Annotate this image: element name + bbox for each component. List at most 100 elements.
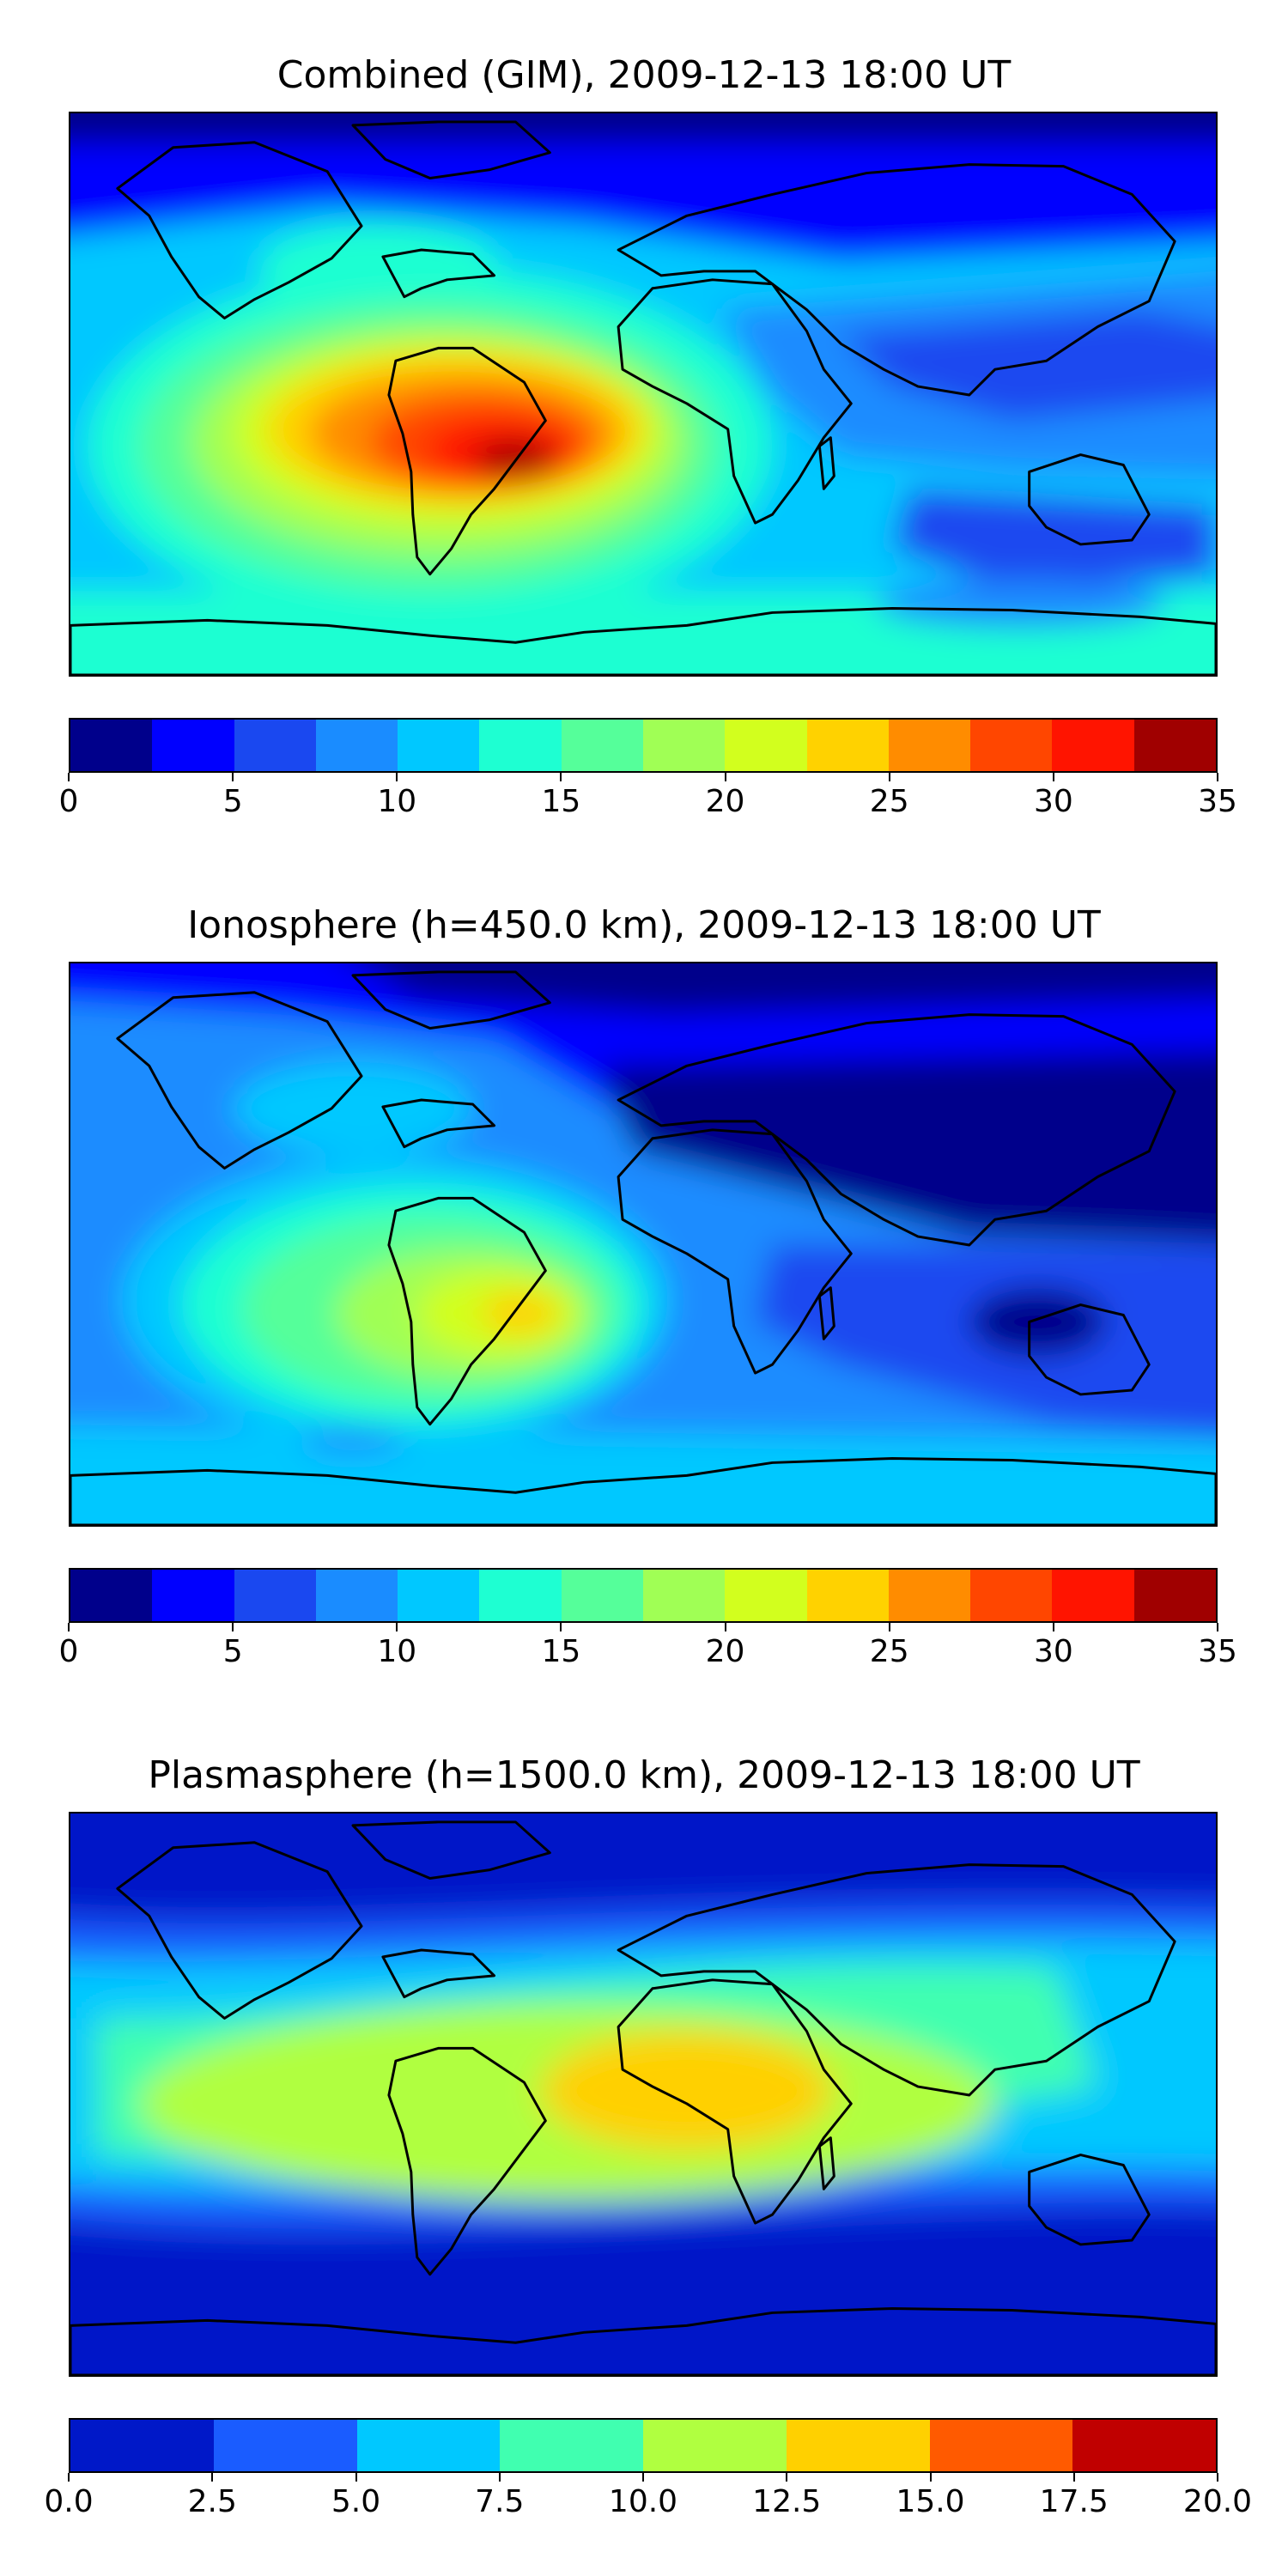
colorbar-bin	[70, 720, 153, 771]
colorbar-tick-mark	[68, 773, 70, 781]
colorbar-bin	[315, 1570, 398, 1621]
colorbar-bin	[806, 1570, 889, 1621]
colorbar-bin	[1133, 1570, 1216, 1621]
colorbar-tick-mark	[642, 2473, 644, 2482]
colorbar-bin	[725, 1570, 807, 1621]
colorbar-tick-mark	[724, 773, 726, 781]
colorbar-tick-label: 5	[222, 1634, 243, 1669]
colorbar-tick-label: 15	[541, 1634, 581, 1669]
colorbar-bin	[70, 2420, 214, 2471]
colorbar-bin	[356, 2420, 501, 2471]
colorbar-bin	[643, 2420, 787, 2471]
colorbar-bin	[500, 2420, 643, 2471]
colorbar-bin	[970, 1570, 1053, 1621]
colorbar-tick-label: 0.0	[44, 2484, 94, 2519]
tec-map-plasmasphere	[69, 1812, 1218, 2377]
colorbar-bin	[479, 1570, 562, 1621]
colorbar-tick-mark	[888, 1623, 890, 1631]
tec-contour-field	[70, 963, 1216, 1525]
colorbar-bin	[398, 720, 480, 771]
colorbar-tick-mark	[355, 2473, 357, 2482]
map-title-combined: Combined (GIM), 2009-12-13 18:00 UT	[276, 53, 1012, 97]
colorbar-bin	[561, 720, 643, 771]
colorbar-bin	[1133, 720, 1216, 771]
colorbar-tick-label: 12.5	[752, 2484, 822, 2519]
colorbar-tick-label: 30	[1033, 1634, 1073, 1669]
colorbar-bin	[970, 720, 1053, 771]
colorbar-tick-mark	[68, 1623, 70, 1631]
tec-contour-field	[70, 1814, 1216, 2375]
colorbar-ticks-plasmasphere: 0.0 2.5 5.0 7.5 10.0 12.5 15.0 17.5 20.0	[44, 2473, 1252, 2524]
colorbar-tick-mark	[498, 2473, 501, 2482]
colorbar-tick-label: 15	[541, 784, 581, 819]
colorbar-tick-label: 30	[1033, 784, 1073, 819]
colorbar-tick-label: 20	[705, 784, 745, 819]
colorbar-bin	[70, 1570, 153, 1621]
colorbar-tick-mark	[232, 1623, 234, 1631]
colorbar-bin	[213, 2420, 357, 2471]
colorbar-tick-label: 10	[377, 784, 417, 819]
colorbar-bin	[888, 1570, 971, 1621]
colorbar-ionosphere	[69, 1568, 1218, 1623]
colorbar-tick-mark	[888, 773, 890, 781]
map-title-ionosphere: Ionosphere (h=450.0 km), 2009-12-13 18:0…	[187, 903, 1101, 947]
colorbar-ticks-combined: 0 5 10 15 20 25 30 35	[59, 773, 1237, 824]
map-title-plasmasphere: Plasmasphere (h=1500.0 km), 2009-12-13 1…	[148, 1753, 1140, 1797]
colorbar-tick-label: 5.0	[331, 2484, 381, 2519]
colorbar-bin	[561, 1570, 643, 1621]
colorbar-bin	[234, 720, 316, 771]
colorbar-tick-mark	[396, 773, 398, 781]
colorbar-tick-mark	[1217, 2473, 1218, 2482]
tec-map-combined	[69, 112, 1218, 677]
colorbar-tick-label: 20	[705, 1634, 745, 1669]
colorbar-tick-mark	[1052, 1623, 1054, 1631]
colorbar-tick-label: 0	[58, 784, 79, 819]
colorbar-plasmasphere	[69, 2418, 1218, 2473]
tec-contour-field	[70, 113, 1216, 675]
colorbar-tick-mark	[560, 773, 562, 781]
colorbar-tick-label: 35	[1198, 784, 1237, 819]
colorbar-combined	[69, 718, 1218, 773]
colorbar-tick-label: 5	[222, 784, 243, 819]
colorbar-tick-label: 25	[869, 784, 909, 819]
colorbar-ticks-ionosphere: 0 5 10 15 20 25 30 35	[59, 1623, 1237, 1674]
colorbar-tick-mark	[232, 773, 234, 781]
colorbar-bin	[929, 2420, 1073, 2471]
tec-map-ionosphere	[69, 962, 1218, 1527]
colorbar-tick-label: 25	[869, 1634, 909, 1669]
colorbar-tick-label: 2.5	[187, 2484, 237, 2519]
colorbar-bin	[806, 720, 889, 771]
colorbar-bin	[642, 720, 726, 771]
colorbar-bin	[642, 1570, 726, 1621]
colorbar-bin	[479, 720, 562, 771]
colorbar-tick-label: 7.5	[475, 2484, 525, 2519]
colorbar-tick-mark	[560, 1623, 562, 1631]
colorbar-bin	[398, 1570, 480, 1621]
colorbar-tick-mark	[1217, 1623, 1218, 1631]
colorbar-bin	[786, 2420, 930, 2471]
colorbar-tick-mark	[1072, 2473, 1075, 2482]
colorbar-bin	[1072, 2420, 1216, 2471]
colorbar-tick-mark	[1052, 773, 1054, 781]
colorbar-tick-mark	[724, 1623, 726, 1631]
colorbar-bin	[152, 720, 234, 771]
colorbar-tick-mark	[929, 2473, 932, 2482]
colorbar-tick-label: 15.0	[896, 2484, 965, 2519]
colorbar-bin	[152, 1570, 234, 1621]
colorbar-tick-label: 20.0	[1182, 2484, 1253, 2519]
colorbar-bin	[725, 720, 807, 771]
colorbar-tick-label: 35	[1198, 1634, 1237, 1669]
colorbar-bin	[1052, 720, 1134, 771]
colorbar-tick-label: 10	[377, 1634, 417, 1669]
colorbar-bin	[234, 1570, 316, 1621]
colorbar-tick-mark	[211, 2473, 214, 2482]
colorbar-tick-label: 0	[58, 1634, 79, 1669]
colorbar-tick-label: 17.5	[1039, 2484, 1109, 2519]
colorbar-tick-label: 10.0	[608, 2484, 678, 2519]
colorbar-bin	[888, 720, 971, 771]
colorbar-bin	[1052, 1570, 1134, 1621]
colorbar-tick-mark	[68, 2473, 70, 2482]
colorbar-tick-mark	[1217, 773, 1218, 781]
colorbar-tick-mark	[396, 1623, 398, 1631]
colorbar-tick-mark	[786, 2473, 788, 2482]
